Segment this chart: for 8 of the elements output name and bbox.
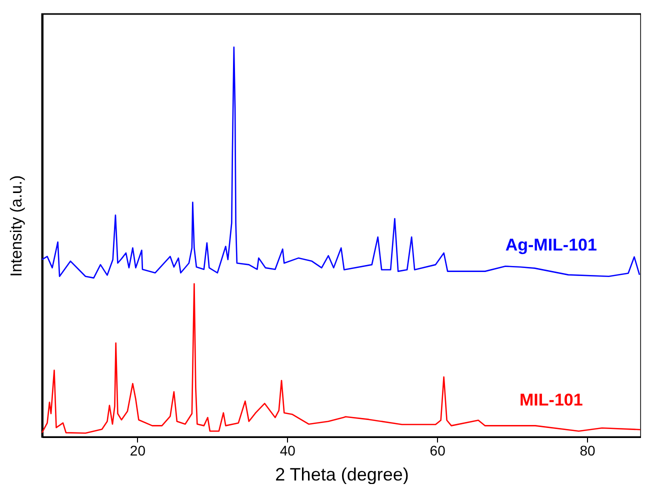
series-label: MIL-101 [520,390,583,410]
x-tick-label: 80 [580,442,596,458]
series-label: Ag-MIL-101 [505,236,597,255]
x-axis-title: 2 Theta (degree) [275,464,409,484]
x-tick-label: 60 [430,442,446,458]
x-tick-label: 40 [280,442,296,458]
y-axis-title: Intensity (a.u.) [8,175,26,277]
x-tick-label: 20 [130,442,146,458]
